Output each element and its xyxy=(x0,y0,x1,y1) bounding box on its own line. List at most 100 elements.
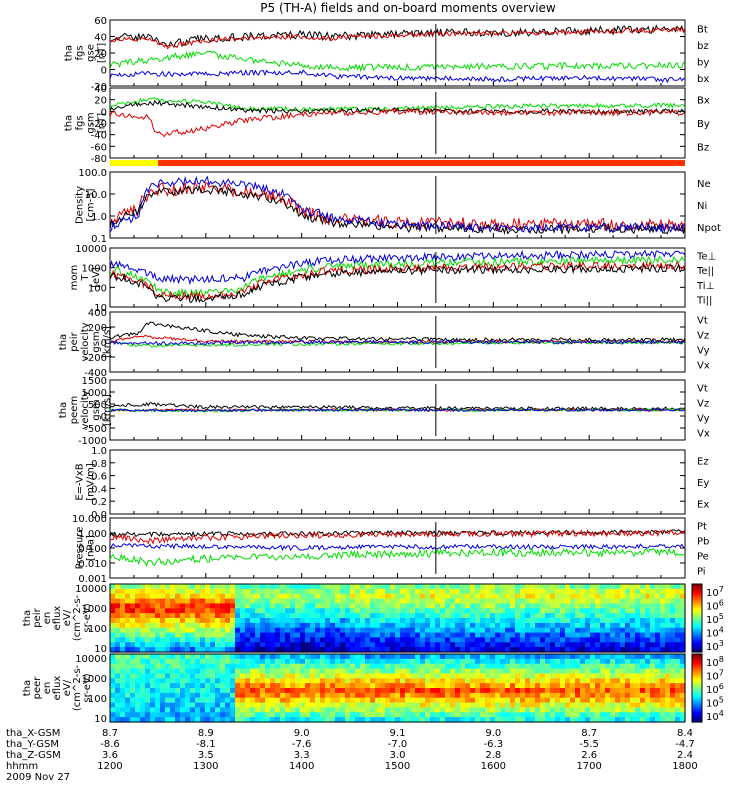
x-row-value: 3.0 xyxy=(390,750,406,761)
spectrogram-cell xyxy=(580,668,586,675)
spectrogram-cell xyxy=(355,712,361,718)
spectrogram-cell xyxy=(210,647,216,653)
spectrogram-cell xyxy=(280,717,286,723)
spectrogram-cell xyxy=(460,673,466,679)
spectrogram-cell xyxy=(220,593,226,600)
spectrogram-cell xyxy=(605,593,611,600)
spectrogram-cell xyxy=(575,717,581,723)
spectrogram-cell xyxy=(530,627,536,634)
spectrogram-cell xyxy=(250,613,256,619)
spectrogram-cell xyxy=(320,627,326,634)
spectrogram-cell xyxy=(110,668,116,675)
spectrogram-cell xyxy=(500,683,506,689)
spectrogram-cell xyxy=(565,622,571,629)
spectrogram-cell xyxy=(480,613,486,619)
spectrogram-cell xyxy=(420,647,426,653)
spectrogram-cell xyxy=(400,688,406,694)
spectrogram-cell xyxy=(255,622,261,629)
spectrogram-cell xyxy=(265,608,271,614)
spectrogram-cell xyxy=(245,702,251,709)
spectrogram-cell xyxy=(540,692,546,699)
spectrogram-cell xyxy=(155,622,161,629)
spectrogram-cell xyxy=(205,683,211,689)
spectrogram-cell xyxy=(130,622,136,629)
spectrogram-cell xyxy=(505,668,511,675)
spectrogram-cell xyxy=(330,647,336,653)
spectrogram-cell xyxy=(435,622,441,629)
spectrogram-cell xyxy=(510,673,516,679)
spectrogram-cell xyxy=(535,673,541,679)
spectrogram-cell xyxy=(510,707,516,713)
spectrogram-cell xyxy=(455,618,461,624)
spectrogram-cell xyxy=(620,717,626,723)
spectrogram-cell xyxy=(520,712,526,718)
spectrogram-cell xyxy=(595,692,601,699)
spectrogram-cell xyxy=(205,692,211,699)
spectrogram-cell xyxy=(330,692,336,699)
spectrogram-cell xyxy=(185,688,191,694)
spectrogram-cell xyxy=(135,632,141,639)
spectrogram-cell xyxy=(410,673,416,679)
spectrogram-cell xyxy=(345,668,351,675)
spectrogram-cell xyxy=(445,593,451,600)
plot-title: P5 (TH-A) fields and on-board moments ov… xyxy=(260,1,556,15)
spectrogram-cell xyxy=(405,678,411,684)
spectrogram-cell xyxy=(405,654,411,660)
spectrogram-cell xyxy=(220,702,226,709)
spectrogram-cell xyxy=(175,637,181,643)
spectrogram-cell xyxy=(625,663,631,670)
spectrogram-cell xyxy=(350,707,356,713)
spectrogram-cell xyxy=(665,707,671,713)
spectrogram-cell xyxy=(110,663,116,670)
spectrogram-cell xyxy=(155,642,161,648)
spectrogram-cell xyxy=(305,663,311,670)
spectrogram-cell xyxy=(505,603,511,609)
spectrogram-cell xyxy=(150,663,156,670)
spectrogram-cell xyxy=(665,637,671,643)
spectrogram-cell xyxy=(395,584,401,590)
spectrogram-cell xyxy=(495,717,501,723)
spectrogram-cell xyxy=(460,622,466,629)
spectrogram-cell xyxy=(355,584,361,590)
spectrogram-cell xyxy=(345,598,351,605)
spectrogram-cell xyxy=(415,663,421,670)
spectrogram-cell xyxy=(565,663,571,670)
x-row-value: 8.7 xyxy=(581,728,597,739)
spectrogram-cell xyxy=(140,584,146,590)
spectrogram-cell xyxy=(615,627,621,634)
spectrogram-cell xyxy=(545,697,551,704)
spectrogram-cell xyxy=(585,707,591,713)
series-line-bz xyxy=(109,26,686,50)
x-row-value: -6.3 xyxy=(484,739,504,750)
spectrogram-cell xyxy=(680,647,686,653)
y-axis-label: gsm xyxy=(91,399,102,420)
spectrogram-cell xyxy=(370,683,376,689)
y-tick-label: 10.000 xyxy=(72,514,107,525)
spectrogram-cell xyxy=(625,678,631,684)
spectrogram-cell xyxy=(300,678,306,684)
spectrogram-cell xyxy=(190,613,196,619)
spectrogram-cell xyxy=(335,637,341,643)
spectrogram-cell xyxy=(470,588,476,595)
spectrogram-cell xyxy=(340,673,346,679)
spectrogram-cell xyxy=(600,588,606,595)
spectrogram-cell xyxy=(485,717,491,723)
spectrogram-cell xyxy=(170,688,176,694)
spectrogram-cell xyxy=(215,588,221,595)
spectrogram-cell xyxy=(530,658,536,665)
spectrogram-cell xyxy=(365,622,371,629)
spectrogram-cell xyxy=(165,647,171,653)
spectrogram-cell xyxy=(650,712,656,718)
spectrogram-cell xyxy=(220,642,226,648)
spectrogram-cell xyxy=(245,593,251,600)
spectrogram-cell xyxy=(390,598,396,605)
spectrogram-cell xyxy=(335,642,341,648)
spectrogram-cell xyxy=(370,707,376,713)
spectrogram-cell xyxy=(485,593,491,600)
spectrogram-cell xyxy=(310,632,316,639)
spectrogram-cell xyxy=(375,637,381,643)
spectrogram-cell xyxy=(390,622,396,629)
spectrogram-cell xyxy=(470,637,476,643)
spectrogram-cell xyxy=(495,608,501,614)
spectrogram-cell xyxy=(165,688,171,694)
